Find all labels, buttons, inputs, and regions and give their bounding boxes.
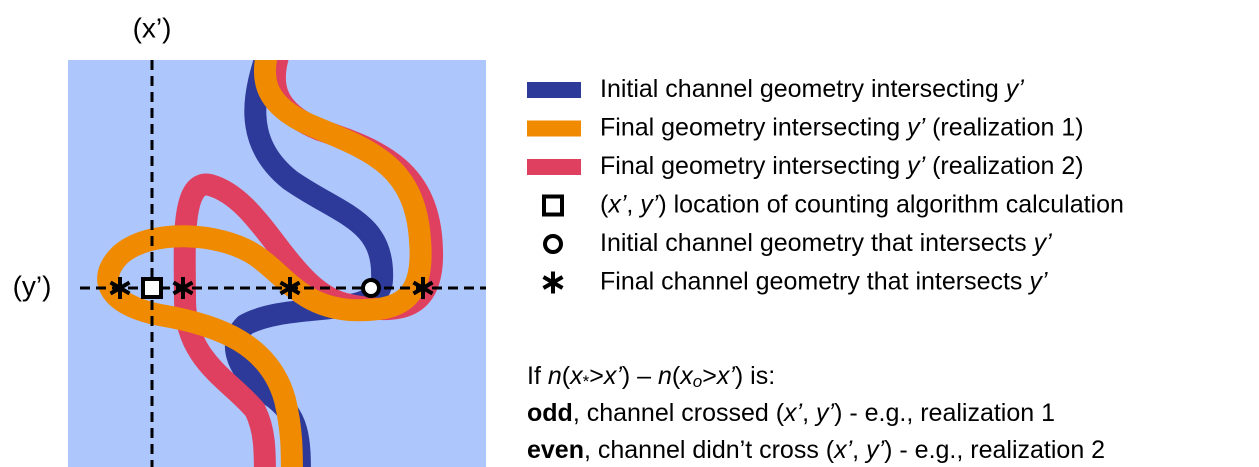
text-part: , — [626, 190, 640, 218]
legend-marker — [543, 234, 563, 254]
text-part: Final channel geometry that intersects — [600, 267, 1029, 295]
text-part: Initial channel geometry that intersects — [600, 229, 1034, 257]
star-stroke — [172, 280, 194, 296]
text-part: * — [583, 372, 590, 391]
text-line: Initial channel geometry that intersects… — [600, 229, 1052, 257]
legend-swatch — [527, 120, 581, 137]
text-part: n — [658, 362, 672, 390]
legend-swatch — [527, 159, 581, 175]
text-line: Final channel geometry that intersects y… — [600, 267, 1048, 295]
realization-1-channel — [97, 60, 432, 467]
text-part: > — [589, 362, 604, 390]
text-part: Final geometry intersecting — [600, 113, 907, 141]
circle-marker — [361, 278, 381, 298]
text-part: x’ — [607, 190, 627, 218]
text-line: even, channel didn’t cross (x’, y’) - e.… — [527, 436, 1105, 464]
text-part: Final geometry intersecting — [600, 152, 907, 180]
text-line: Final geometry intersecting y’ (realizat… — [600, 113, 1084, 141]
star-stroke — [412, 280, 434, 296]
star-stroke — [109, 280, 131, 296]
text-part: odd — [527, 399, 573, 427]
text-line: If n(x*>x’) – n(xo>x’) is: — [527, 362, 775, 391]
circle-marker — [543, 234, 563, 254]
text-part: even — [527, 436, 584, 464]
text-line: Final geometry intersecting y’ (realizat… — [600, 152, 1084, 180]
intersection-markers — [109, 277, 434, 299]
text-part: y’ — [814, 399, 835, 427]
text-part: x — [679, 362, 694, 390]
text-part: > — [702, 362, 717, 390]
text-part: If — [527, 362, 548, 390]
text-part: y’ — [638, 190, 659, 218]
text-part: o — [693, 372, 702, 391]
text-part: ) location of counting algorithm calcula… — [658, 190, 1124, 218]
text-part: y’ — [864, 436, 885, 464]
text-part: n — [548, 362, 562, 390]
text-part: (realization 2) — [925, 152, 1083, 180]
text-part: y’ — [1032, 229, 1053, 257]
text-part: y’ — [1004, 75, 1025, 103]
legend-swatch — [527, 82, 581, 98]
text-part: x’ — [833, 436, 853, 464]
text-part: , — [852, 436, 866, 464]
legend-marker — [542, 271, 564, 294]
text-part: ) - e.g., realization 2 — [884, 436, 1105, 464]
square-marker — [141, 277, 163, 299]
text-part: ) - e.g., realization 1 — [834, 399, 1055, 427]
text-part: y’ — [905, 113, 926, 141]
text-part: ( — [600, 190, 609, 218]
text-part: Initial channel geometry intersecting — [600, 75, 1006, 103]
text-part: ( — [672, 362, 681, 390]
text-part: (realization 1) — [925, 113, 1083, 141]
text-part: x’ — [603, 362, 623, 390]
text-part: x’ — [783, 399, 803, 427]
text-part: y’ — [1027, 267, 1048, 295]
square-marker — [542, 194, 564, 217]
text-part: ) – — [622, 362, 658, 390]
text-line: (x’, y’) location of counting algorithm … — [600, 190, 1124, 218]
y-axis-label: (y’) — [13, 270, 52, 301]
text-line: odd, channel crossed (x’, y’) - e.g., re… — [527, 399, 1055, 427]
text-part: x — [569, 362, 584, 390]
star-stroke — [279, 280, 301, 296]
text-part: , — [802, 399, 816, 427]
text-part: , channel didn’t cross ( — [584, 436, 835, 464]
legend-marker — [542, 194, 564, 217]
text-part: , channel crossed ( — [573, 399, 785, 427]
text-part: ( — [562, 362, 571, 390]
star-stroke — [542, 275, 564, 290]
text-part: y’ — [905, 152, 926, 180]
x-axis-label: (x’) — [133, 12, 172, 43]
text-part: x’ — [716, 362, 736, 390]
text-line: Initial channel geometry intersecting y’ — [600, 75, 1024, 103]
text-part: ) is: — [735, 362, 775, 390]
